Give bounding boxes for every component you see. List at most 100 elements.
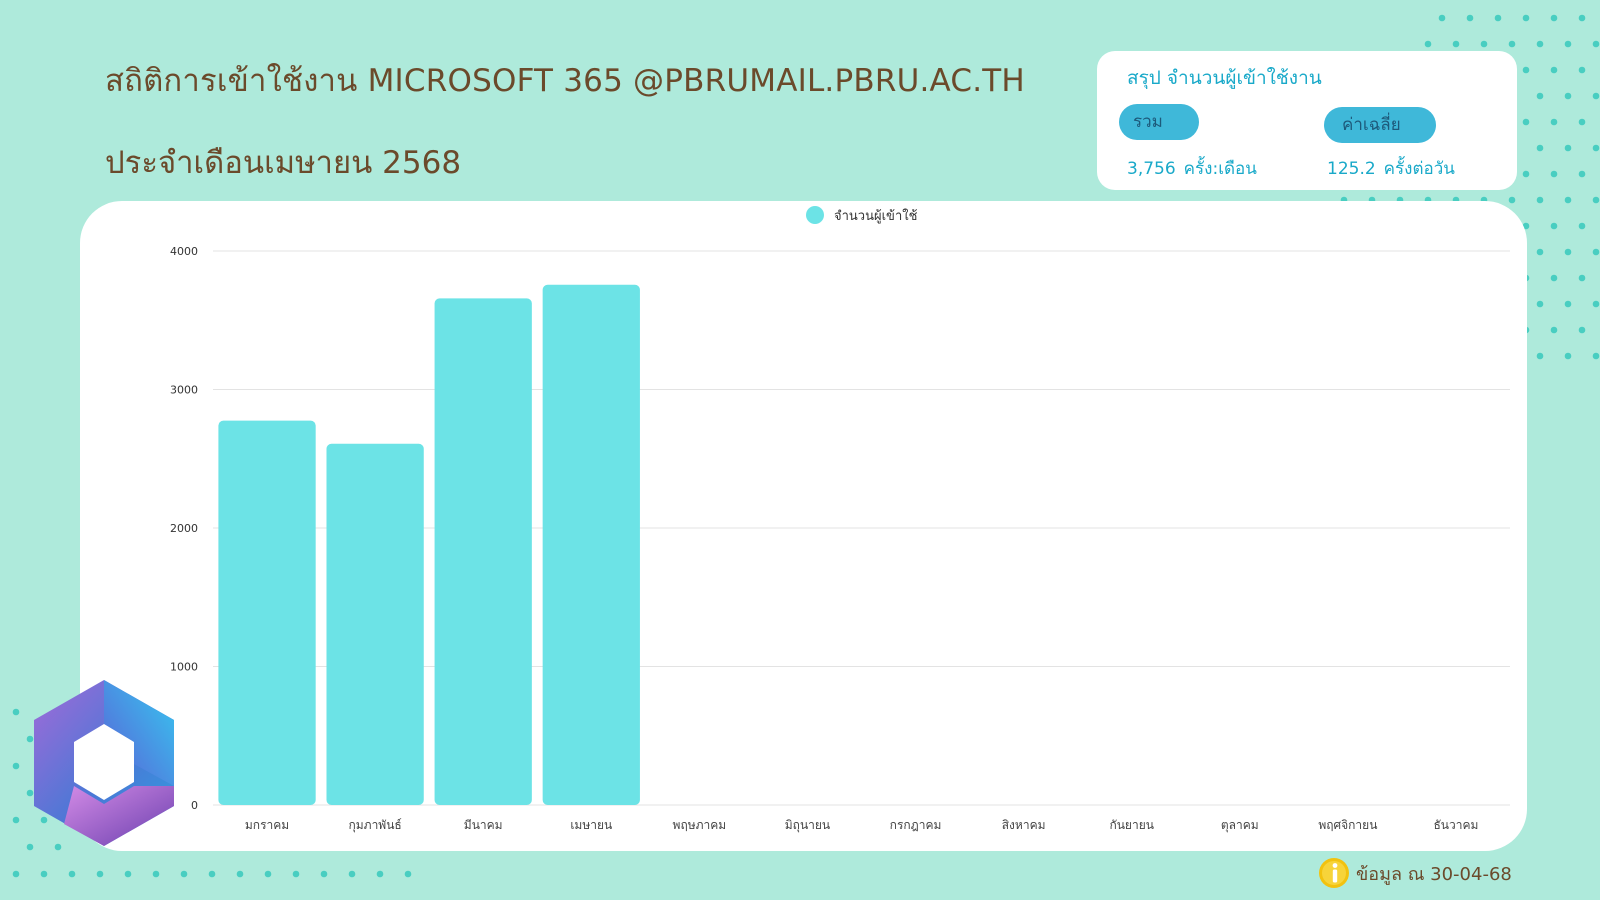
decorative-dot <box>348 870 356 878</box>
decorative-dot <box>1564 300 1572 308</box>
decorative-dot <box>96 870 104 878</box>
decorative-dot <box>1564 352 1572 360</box>
decorative-dot <box>1536 352 1544 360</box>
x-tick-label: มีนาคม <box>464 818 503 832</box>
page-title: สถิติการเข้าใช้งาน MICROSOFT 365 @PBRUMA… <box>105 63 1025 99</box>
decorative-dot <box>180 870 188 878</box>
decorative-dot <box>1466 14 1474 22</box>
x-tick-label: ตุลาคม <box>1221 818 1259 833</box>
decorative-dot <box>1452 40 1460 48</box>
decorative-dot <box>152 870 160 878</box>
decorative-dot <box>12 708 20 716</box>
decorative-dot <box>12 762 20 770</box>
decorative-dot <box>376 870 384 878</box>
decorative-dot <box>1536 248 1544 256</box>
decorative-dot <box>236 870 244 878</box>
decorative-dot <box>1550 326 1558 334</box>
decorative-dot <box>1578 66 1586 74</box>
decorative-dot <box>1480 40 1488 48</box>
decorative-dot <box>1522 14 1530 22</box>
decorative-dot <box>40 816 48 824</box>
info-icon <box>1319 858 1349 888</box>
decorative-dot <box>1564 248 1572 256</box>
decorative-dot <box>1508 40 1516 48</box>
decorative-dot <box>1592 92 1600 100</box>
decorative-dot <box>1536 40 1544 48</box>
decorative-dot <box>1592 144 1600 152</box>
decorative-dot <box>1592 196 1600 204</box>
x-tick-label: พฤษภาคม <box>673 818 727 832</box>
total-unit: ครั้ง:เดือน <box>1183 159 1257 179</box>
x-tick-label: กุมภาพันธ์ <box>348 818 401 833</box>
page-subtitle: ประจำเดือนเมษายน 2568 <box>105 145 462 181</box>
decorative-dot <box>1522 66 1530 74</box>
decorative-dot <box>1536 144 1544 152</box>
decorative-dot <box>1438 14 1446 22</box>
decorative-dot <box>1564 92 1572 100</box>
decorative-dot <box>1564 144 1572 152</box>
decorative-dot <box>1578 222 1586 230</box>
decorative-dot <box>404 870 412 878</box>
decorative-dot <box>1564 196 1572 204</box>
decorative-dot <box>1508 196 1516 204</box>
decorative-dot <box>1550 222 1558 230</box>
decorative-dot <box>1578 326 1586 334</box>
average-value: 125.2 <box>1327 159 1376 179</box>
bar-4 <box>542 284 640 805</box>
x-tick-label: มิถุนายน <box>785 818 830 833</box>
chart-card: จำนวนผู้เข้าใช้ 0 1000 2000 3000 4000 มกราคม กุ… <box>80 201 1527 851</box>
x-tick-label: กันยายน <box>1109 818 1153 832</box>
decorative-dot <box>68 870 76 878</box>
x-tick-label: พฤศจิกายน <box>1318 818 1377 832</box>
microsoft-365-logo-icon <box>34 680 174 846</box>
bar-2 <box>326 443 424 805</box>
decorative-dot <box>208 870 216 878</box>
y-tick-label: 1000 <box>170 661 198 674</box>
decorative-dot <box>1522 118 1530 126</box>
decorative-dot <box>1536 300 1544 308</box>
decorative-dot <box>12 816 20 824</box>
y-tick-label: 2000 <box>170 522 198 535</box>
decorative-dot <box>40 870 48 878</box>
average-stat: 125.2 ครั้งต่อวัน <box>1327 155 1455 182</box>
total-badge: รวม <box>1119 104 1199 140</box>
decorative-dot <box>320 870 328 878</box>
decorative-dot <box>1592 40 1600 48</box>
decorative-dot <box>1578 14 1586 22</box>
legend-label: จำนวนผู้เข้าใช้ <box>834 208 918 224</box>
decorative-dot <box>1550 274 1558 282</box>
x-tick-label: ธันวาคม <box>1433 818 1478 832</box>
decorative-dot <box>26 843 34 851</box>
x-tick-label: กรกฎาคม <box>890 818 942 832</box>
bar-3 <box>434 298 532 805</box>
bar-1 <box>218 420 316 805</box>
decorative-dot <box>1536 196 1544 204</box>
average-badge: ค่าเฉลี่ย <box>1324 107 1436 143</box>
decorative-dot <box>1578 170 1586 178</box>
decorative-dot <box>1550 170 1558 178</box>
data-date-note: ข้อมูล ณ 30-04-68 <box>1318 857 1512 889</box>
total-value: 3,756 <box>1127 159 1176 179</box>
decorative-dot <box>26 735 34 743</box>
decorative-dot <box>1536 92 1544 100</box>
x-tick-label: สิงหาคม <box>1002 818 1046 832</box>
decorative-dot <box>1578 274 1586 282</box>
decorative-dot <box>292 870 300 878</box>
average-unit: ครั้งต่อวัน <box>1383 159 1455 179</box>
summary-title: สรุป จำนวนผู้เข้าใช้งาน <box>1127 67 1322 89</box>
bar-chart: จำนวนผู้เข้าใช้ 0 1000 2000 3000 4000 มกราคม กุ… <box>170 206 1510 833</box>
decorative-dot <box>264 870 272 878</box>
decorative-dot <box>124 870 132 878</box>
decorative-dot <box>12 870 20 878</box>
decorative-dot <box>1578 118 1586 126</box>
y-tick-label: 3000 <box>170 384 198 397</box>
y-tick-label: 4000 <box>170 245 198 258</box>
decorative-dot <box>1522 170 1530 178</box>
decorative-dot <box>1592 300 1600 308</box>
decorative-dot <box>54 843 62 851</box>
x-tick-label: มกราคม <box>245 818 289 832</box>
summary-card: สรุป จำนวนผู้เข้าใช้งาน รวม ค่าเฉลี่ย 3,… <box>1097 51 1517 190</box>
decorative-dot <box>1550 66 1558 74</box>
legend-marker <box>806 206 824 224</box>
y-tick-label: 0 <box>191 799 198 812</box>
